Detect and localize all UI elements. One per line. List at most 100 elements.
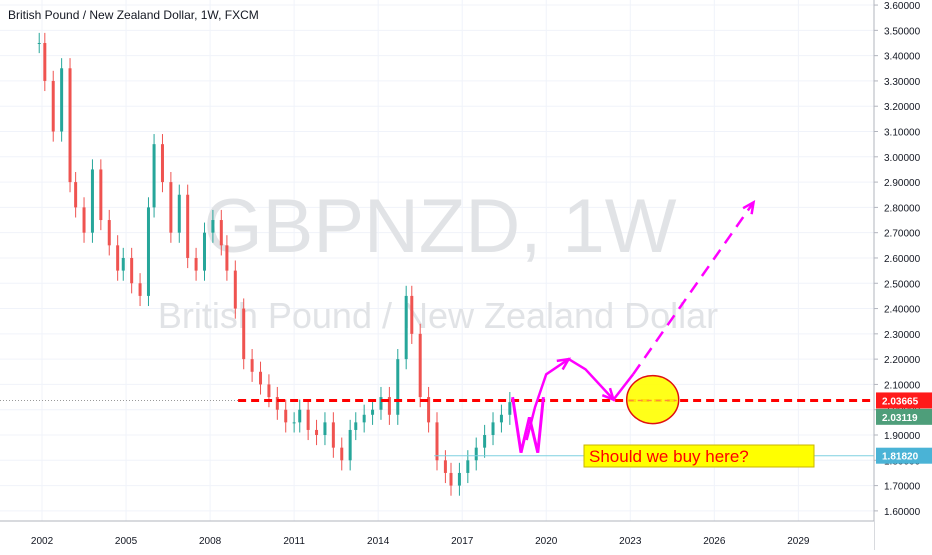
annotation-layer xyxy=(511,199,756,454)
candle-body xyxy=(225,245,229,271)
candle-body xyxy=(121,257,125,271)
callout-layer: Should we buy here? xyxy=(583,444,815,468)
candle-body xyxy=(43,42,47,81)
y-tick-label: 2.70000 xyxy=(884,229,921,240)
y-tick-label: 3.40000 xyxy=(884,52,921,63)
candle-body xyxy=(418,333,422,398)
watermark-description: British Pound / New Zealand Dollar xyxy=(158,295,718,336)
candle-body xyxy=(194,257,198,271)
x-tick-label: 2005 xyxy=(115,536,138,547)
x-axis-labels: 2002 2005 2008 2011 2014 2017 2020 2023 2026 2029 xyxy=(31,536,810,547)
candle-body xyxy=(379,397,383,410)
candle-body xyxy=(323,422,327,436)
candle-body xyxy=(371,409,375,415)
w-pattern-path[interactable] xyxy=(511,396,545,454)
candle-body xyxy=(362,414,366,423)
x-tick-label: 2029 xyxy=(787,536,810,547)
candle-body xyxy=(315,429,319,436)
x-tick-label: 2023 xyxy=(619,536,642,547)
y-tick-label: 1.70000 xyxy=(884,482,921,493)
candle-body xyxy=(508,402,512,415)
arrow-head-icon xyxy=(556,357,572,371)
candle-body xyxy=(130,257,134,284)
candle-body xyxy=(51,80,55,132)
y-tick-label: 2.50000 xyxy=(884,279,921,290)
candle-body xyxy=(177,194,181,233)
low-price-badge-label: 1.81820 xyxy=(882,452,919,463)
candle-body xyxy=(396,359,400,415)
y-tick-label: 3.10000 xyxy=(884,128,921,139)
x-tick-label: 2020 xyxy=(535,536,558,547)
candle-body xyxy=(483,435,487,448)
candle-body xyxy=(60,68,64,132)
time-axis[interactable] xyxy=(0,521,874,550)
x-tick-label: 2017 xyxy=(451,536,474,547)
candle-body xyxy=(466,460,470,473)
candle-body xyxy=(284,409,288,423)
arrow-head-icon xyxy=(601,387,616,402)
candle-body xyxy=(211,220,215,233)
low-price-badge[interactable] xyxy=(876,447,932,464)
candle-body xyxy=(68,68,72,183)
candle-body xyxy=(259,371,263,385)
candle-body xyxy=(491,422,495,436)
support-price-badge[interactable] xyxy=(876,392,932,409)
candle-body xyxy=(242,308,246,360)
y-tick-label: 2.80000 xyxy=(884,203,921,214)
current-price-badge[interactable] xyxy=(876,408,932,425)
arrow-head-icon xyxy=(742,199,756,215)
candle-body xyxy=(233,270,237,309)
candle-body xyxy=(202,232,206,271)
candle-body xyxy=(443,460,447,473)
projection-dashed-line[interactable] xyxy=(632,201,755,376)
candle-body xyxy=(37,42,41,44)
candle-body xyxy=(298,409,302,423)
y-tick-label: 1.90000 xyxy=(884,431,921,442)
candle-body xyxy=(449,472,453,486)
candle-layer xyxy=(37,32,512,496)
y-tick-label: 3.20000 xyxy=(884,102,921,113)
y-tick-label: 2.20000 xyxy=(884,355,921,366)
y-tick-label: 2.60000 xyxy=(884,254,921,265)
candle-body xyxy=(90,169,94,233)
candle-body xyxy=(292,422,296,424)
candle-body xyxy=(404,295,408,360)
candle-body xyxy=(250,359,254,372)
x-tick-label: 2002 xyxy=(31,536,54,547)
y-tick-label: 3.00000 xyxy=(884,153,921,164)
candle-body xyxy=(427,397,431,423)
x-tick-label: 2014 xyxy=(367,536,390,547)
candle-body xyxy=(146,207,150,296)
x-tick-label: 2026 xyxy=(703,536,726,547)
candle-body xyxy=(340,447,344,461)
watermark-symbol: GBPNZD, 1W xyxy=(204,184,677,269)
callout-box[interactable] xyxy=(583,444,815,468)
candle-body xyxy=(275,397,279,410)
candle-body xyxy=(116,245,120,271)
candle-body xyxy=(152,144,156,208)
candle-body xyxy=(410,295,414,334)
candle-body xyxy=(306,409,310,430)
y-tick-label: 2.30000 xyxy=(884,330,921,341)
y-tick-label: 3.30000 xyxy=(884,77,921,88)
candle-body xyxy=(387,397,391,415)
candle-body xyxy=(474,447,478,461)
y-tick-label: 1.60000 xyxy=(884,507,921,518)
target-circle-marker[interactable] xyxy=(625,374,680,425)
grid-layer xyxy=(0,0,874,521)
candle-body xyxy=(348,429,352,461)
candle-body xyxy=(354,422,358,430)
x-tick-label: 2008 xyxy=(199,536,222,547)
y-tick-label: 3.50000 xyxy=(884,26,921,37)
candle-body xyxy=(499,414,503,423)
y-tick-label: 2.40000 xyxy=(884,305,921,316)
callout-text: Should we buy here? xyxy=(589,447,749,466)
y-tick-label: 2.90000 xyxy=(884,178,921,189)
candle-body xyxy=(267,384,271,398)
support-price-badge-label: 2.03665 xyxy=(882,396,919,407)
candle-body xyxy=(107,220,111,246)
price-badges: 2.03665 2.03119 1.81820 xyxy=(876,392,932,464)
candle-body xyxy=(435,422,439,461)
y-tick-label: 3.60000 xyxy=(884,1,921,12)
